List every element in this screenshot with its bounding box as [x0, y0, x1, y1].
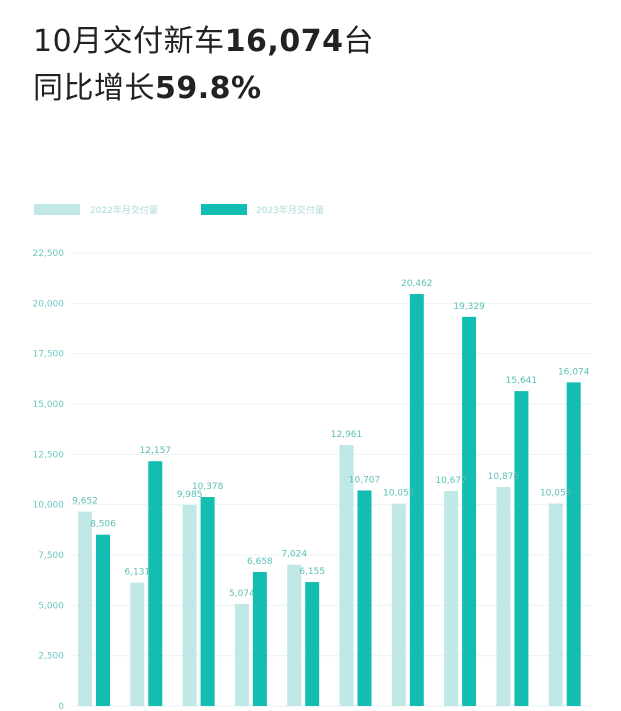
data-label-2022: 10,878: [488, 472, 520, 482]
bar-2022: [287, 564, 302, 706]
bar-2022: [339, 445, 354, 706]
bar-2023: [252, 571, 267, 706]
bar-2023: [148, 461, 163, 706]
data-label-2023: 10,707: [349, 475, 381, 485]
headline-growth-number: 59.8%: [155, 71, 262, 106]
headline-delivery-number: 16,074: [224, 24, 344, 59]
data-label-2023: 8,506: [90, 520, 116, 530]
legend-swatch-2023: [201, 204, 247, 215]
bar-2023: [305, 582, 320, 706]
y-axis: 0 2,500 5,000 7,500 10,000 12,500 15,000 17,500…: [33, 249, 65, 711]
y-tick-label: 17,500: [33, 350, 65, 360]
bar-2022: [391, 503, 406, 706]
data-label-2022: 10,059: [540, 488, 572, 498]
bar-2022: [182, 504, 197, 706]
y-tick-label: 20,000: [33, 299, 65, 309]
y-tick-label: 15,000: [33, 400, 65, 410]
headline: 10月交付新车16,074台 同比增长59.8%: [33, 18, 374, 112]
y-tick-label: 22,500: [33, 249, 65, 259]
data-label-2022: 10,677: [435, 476, 467, 486]
data-label-2023: 10,378: [192, 482, 224, 492]
y-tick-label: 12,500: [33, 450, 65, 460]
headline-line-2: 同比增长59.8%: [33, 65, 374, 112]
y-tick-label: 5,000: [38, 601, 64, 611]
bar-2023: [357, 490, 372, 706]
y-tick-label: 0: [58, 702, 64, 711]
data-label-2023: 15,641: [506, 376, 538, 386]
headline-line-1-suffix: 台: [343, 24, 374, 59]
headline-line-2-prefix: 同比增长: [33, 71, 155, 106]
bar-2023: [514, 391, 529, 706]
chart-bars: [78, 294, 581, 706]
data-label-2023: 6,155: [299, 567, 325, 577]
data-label-2022: 9,985: [177, 490, 203, 500]
legend-label-2022: 2022年月交付量: [90, 204, 158, 216]
bar-2023: [409, 294, 424, 706]
chart-legend: 2022年月交付量 2023年月交付量: [34, 204, 324, 216]
bar-2022: [444, 491, 459, 706]
bar-2023: [200, 497, 215, 706]
data-label-2022: 6,131: [124, 568, 150, 578]
bar-2022: [78, 511, 92, 706]
y-tick-label: 10,000: [33, 501, 65, 511]
legend-label-2023: 2023年月交付量: [256, 204, 324, 216]
data-label-2022: 5,074: [229, 589, 255, 599]
legend-swatch-2022: [34, 204, 80, 215]
headline-line-1: 10月交付新车16,074台: [33, 18, 374, 65]
data-label-2023: 20,462: [401, 279, 433, 289]
data-label-2023: 16,074: [558, 367, 590, 377]
data-label-2022: 12,961: [331, 430, 363, 440]
bar-2022: [130, 582, 145, 706]
y-tick-label: 7,500: [38, 551, 64, 561]
data-label-2023: 6,658: [247, 557, 273, 567]
data-label-2022: 10,052: [383, 489, 415, 499]
data-label-2023: 12,157: [140, 446, 172, 456]
bar-2023: [462, 316, 477, 706]
bar-2022: [234, 603, 249, 706]
y-tick-label: 2,500: [38, 652, 64, 662]
data-label-2022: 7,024: [281, 550, 307, 560]
bar-2023: [96, 534, 110, 706]
headline-line-1-prefix: 10月交付新车: [33, 24, 225, 59]
data-label-2022: 9,652: [72, 497, 98, 507]
bar-2022: [496, 486, 511, 706]
bar-2022: [548, 503, 563, 706]
bar-2023: [566, 382, 581, 706]
data-label-2023: 19,329: [453, 302, 485, 312]
